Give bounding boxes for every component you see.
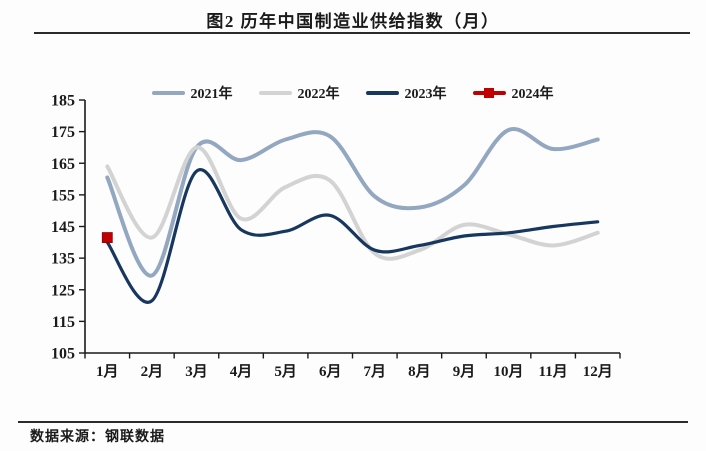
x-tick-label: 5月 (274, 363, 297, 380)
x-tick-label: 1月 (96, 363, 119, 380)
y-tick-label: 145 (51, 219, 75, 236)
x-tick-label: 10月 (494, 363, 524, 380)
legend-line-sample (151, 91, 185, 95)
legend-item-2021年: 2021年 (151, 83, 233, 103)
series-line-2021年 (105, 127, 600, 278)
chart-title: 图2 历年中国制造业供给指数（月） (206, 12, 500, 31)
bottom-divider (18, 421, 688, 423)
legend-item-2022年: 2022年 (258, 83, 340, 103)
x-tick-label: 9月 (453, 363, 476, 380)
y-tick-label: 115 (52, 314, 75, 331)
legend-square-marker (484, 88, 494, 98)
legend-label: 2024年 (511, 87, 554, 102)
x-tick-label: 4月 (230, 363, 253, 380)
top-divider (34, 32, 690, 34)
y-tick-label: 165 (51, 156, 75, 173)
legend-label: 2022年 (297, 87, 340, 102)
x-tick-label: 6月 (319, 363, 342, 380)
x-tick-label: 7月 (364, 363, 387, 380)
x-tick-label: 3月 (185, 363, 208, 380)
series-point-2024年 (101, 232, 113, 243)
y-tick-label: 175 (51, 124, 75, 141)
data-source-note: 数据来源：钢联数据 (30, 430, 165, 445)
x-tick-label: 12月 (583, 363, 613, 380)
legend-line-sample (258, 91, 292, 95)
series-line-2023年 (105, 168, 600, 304)
y-tick-label: 125 (51, 282, 75, 299)
y-tick-label: 105 (51, 346, 75, 363)
legend-label: 2021年 (190, 87, 233, 102)
x-tick-label: 2月 (141, 363, 164, 380)
y-tick-label: 185 (51, 93, 75, 110)
y-tick-label: 135 (51, 251, 75, 268)
legend-line-sample (472, 88, 506, 98)
x-tick-label: 11月 (539, 363, 568, 380)
chart-legend: 2021年 2022年 2023年 2024年 (85, 83, 620, 103)
legend-label: 2023年 (404, 87, 447, 102)
legend-item-2023年: 2023年 (365, 83, 447, 103)
legend-item-2024年: 2024年 (472, 83, 554, 103)
y-tick-label: 155 (51, 187, 75, 204)
x-tick-label: 8月 (408, 363, 431, 380)
legend-line-sample (365, 91, 399, 95)
